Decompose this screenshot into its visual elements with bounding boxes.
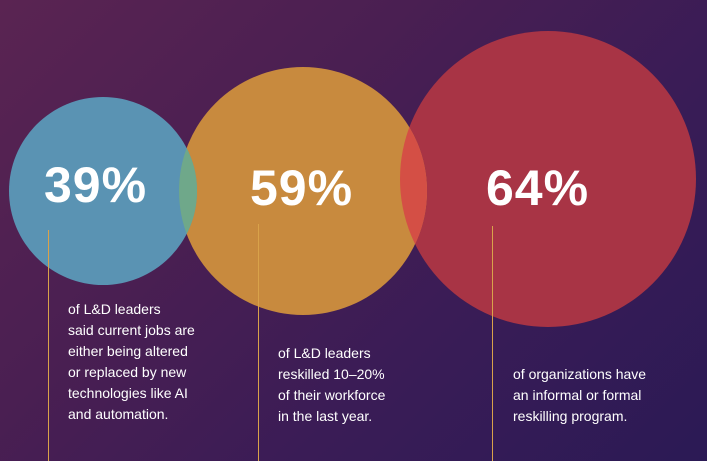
stat-description-39: of L&D leaders said current jobs are eit… xyxy=(68,301,195,422)
stat-description-64: of organizations have an informal or for… xyxy=(513,366,647,424)
circle-64-percent xyxy=(400,31,696,327)
stat-value-64: 64% xyxy=(486,160,590,216)
connector-line-64 xyxy=(492,226,493,461)
connector-line-59 xyxy=(258,224,259,461)
connector-line-39 xyxy=(48,230,49,461)
stat-value-59: 59% xyxy=(250,160,354,216)
stat-description-59: of L&D leaders reskilled 10–20% of their… xyxy=(278,345,386,424)
circle-59-percent xyxy=(179,67,427,315)
stat-value-39: 39% xyxy=(44,157,148,213)
circle-39-percent xyxy=(9,97,197,285)
